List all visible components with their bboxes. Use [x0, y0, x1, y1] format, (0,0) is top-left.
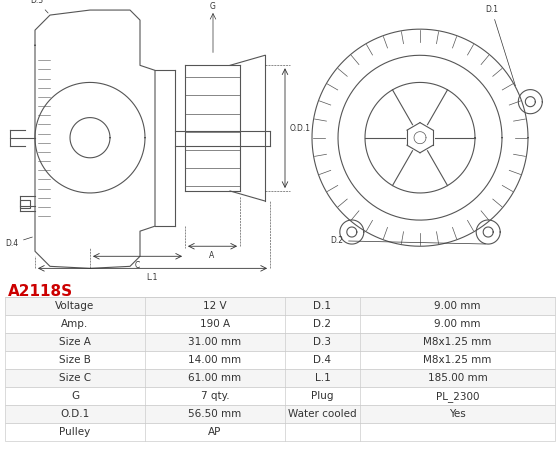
Text: 9.00 mm: 9.00 mm [434, 301, 480, 311]
Text: Size B: Size B [59, 355, 91, 365]
Text: Pulley: Pulley [59, 427, 91, 437]
Text: L.1: L.1 [315, 373, 330, 383]
Text: D.4: D.4 [5, 237, 32, 248]
Text: D.4: D.4 [314, 355, 332, 365]
Text: M8x1.25 mm: M8x1.25 mm [423, 337, 492, 347]
Text: O.D.1: O.D.1 [60, 409, 90, 419]
Text: A: A [209, 251, 214, 260]
Text: 31.00 mm: 31.00 mm [188, 337, 241, 347]
Text: Yes: Yes [449, 409, 466, 419]
Text: 12 V: 12 V [203, 301, 227, 311]
Text: G: G [71, 391, 79, 401]
Text: 56.50 mm: 56.50 mm [188, 409, 241, 419]
Text: 185.00 mm: 185.00 mm [428, 373, 487, 383]
Text: O.D.1: O.D.1 [290, 124, 311, 133]
Text: D.1: D.1 [485, 5, 515, 86]
Text: D.1: D.1 [314, 301, 332, 311]
Bar [5, 423, 555, 441]
Text: Voltage: Voltage [55, 301, 95, 311]
Bar [5, 333, 555, 351]
Text: M8x1.25 mm: M8x1.25 mm [423, 355, 492, 365]
Bar [5, 351, 555, 369]
Text: 14.00 mm: 14.00 mm [188, 355, 241, 365]
Text: Amp.: Amp. [62, 319, 88, 329]
Bar [5, 405, 555, 423]
Text: D.2: D.2 [330, 236, 486, 245]
Text: A2118S: A2118S [8, 284, 73, 299]
Text: C: C [134, 261, 139, 270]
Bar [5, 387, 555, 405]
Bar [5, 369, 555, 387]
Text: 9.00 mm: 9.00 mm [434, 319, 480, 329]
Text: D.3: D.3 [30, 0, 48, 13]
Text: Size C: Size C [59, 373, 91, 383]
Text: PL_2300: PL_2300 [436, 390, 479, 401]
Text: G: G [210, 2, 216, 11]
Text: Size A: Size A [59, 337, 91, 347]
Text: Water cooled: Water cooled [288, 409, 357, 419]
Text: Plug: Plug [311, 391, 334, 401]
Text: 7 qty.: 7 qty. [200, 391, 229, 401]
Bar [5, 315, 555, 333]
Bar [20, 200, 30, 208]
Text: AP: AP [208, 427, 222, 437]
Text: D.3: D.3 [314, 337, 332, 347]
Text: 61.00 mm: 61.00 mm [188, 373, 241, 383]
Text: 190 A: 190 A [200, 319, 230, 329]
Bar [5, 297, 555, 315]
Text: D.2: D.2 [314, 319, 332, 329]
Text: L.1: L.1 [146, 274, 158, 282]
